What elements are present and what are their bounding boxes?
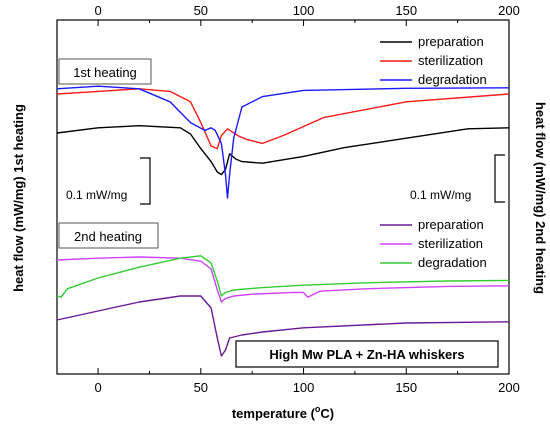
y-axis-title-left: heat flow (mW/mg) 1st heating — [11, 104, 26, 292]
second-heating-box — [58, 222, 159, 249]
sample-label: High Mw PLA + Zn-HA whiskers — [269, 347, 464, 362]
x-tick-label-bottom-4: 200 — [498, 380, 520, 395]
scale-text-left: 0.1 mW/mg — [66, 188, 127, 202]
x-axis-title: temperature (oC) — [232, 404, 334, 421]
first-heating-label: 1st heating — [73, 65, 137, 80]
axis-ticks: 0 0 50 50 100 100 150 150 200 200 — [94, 3, 519, 395]
x-tick-label-top-1: 50 — [194, 3, 208, 18]
legend-label-second-0: preparation — [418, 217, 484, 232]
legend-label-second-2: degradation — [418, 255, 487, 270]
series-second-degradation — [56, 255, 510, 298]
legend-second-heating: preparation sterilization degradation — [380, 217, 487, 270]
second-heating-label: 2nd heating — [74, 229, 142, 244]
plot-frame — [56, 19, 510, 375]
x-tick-label-bottom-2: 100 — [293, 380, 315, 395]
series-second-sterilization — [56, 256, 510, 303]
legend-label-first-2: degradation — [418, 72, 487, 87]
y-axis-title-right: heat flow (mW/mg) 2nd heating — [533, 102, 548, 294]
sample-box — [235, 340, 499, 368]
scale-text-right: 0.1 mW/mg — [410, 188, 471, 202]
curves — [56, 85, 510, 357]
scale-bar-left — [140, 157, 151, 205]
x-tick-label-bottom-0: 0 — [94, 380, 101, 395]
legend-label-first-1: sterilization — [418, 53, 483, 68]
series-first-sterilization — [56, 88, 510, 150]
series-first-degradation — [56, 85, 510, 199]
legend-label-second-1: sterilization — [418, 236, 483, 251]
series-second-preparation — [56, 295, 510, 357]
legend-first-heating: preparation sterilization degradation — [380, 34, 487, 87]
x-tick-label-top-2: 100 — [293, 3, 315, 18]
x-tick-label-top-3: 150 — [395, 3, 417, 18]
x-tick-label-top-0: 0 — [94, 3, 101, 18]
x-tick-label-bottom-1: 50 — [194, 380, 208, 395]
legend-label-first-0: preparation — [418, 34, 484, 49]
x-tick-label-top-4: 200 — [498, 3, 520, 18]
series-first-preparation — [56, 125, 510, 176]
scale-bar-right — [494, 154, 505, 203]
x-tick-label-bottom-3: 150 — [395, 380, 417, 395]
first-heating-box — [58, 58, 152, 85]
